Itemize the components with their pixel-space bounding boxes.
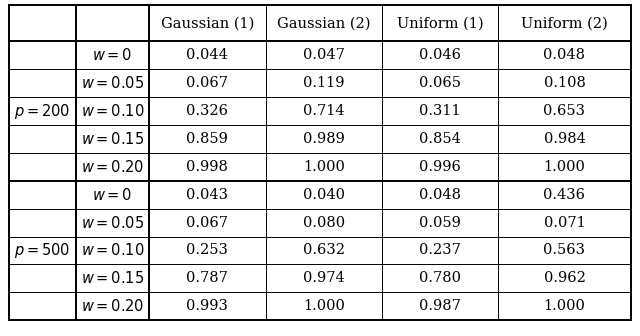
Text: 0.047: 0.047	[303, 48, 345, 62]
Text: 0.436: 0.436	[543, 188, 586, 202]
Text: 0.080: 0.080	[303, 216, 345, 229]
Text: 0.071: 0.071	[543, 216, 586, 229]
Text: $w = 0.15$: $w = 0.15$	[81, 131, 144, 147]
Text: 0.653: 0.653	[543, 104, 586, 118]
Text: $p = 500$: $p = 500$	[14, 241, 70, 260]
Text: Gaussian (2): Gaussian (2)	[277, 16, 371, 30]
Text: 1.000: 1.000	[543, 299, 586, 313]
Text: $w = 0.05$: $w = 0.05$	[81, 215, 144, 230]
Text: 0.108: 0.108	[543, 76, 586, 90]
Text: 0.989: 0.989	[303, 132, 345, 146]
Text: 0.311: 0.311	[419, 104, 461, 118]
Text: 0.040: 0.040	[303, 188, 345, 202]
Text: $w = 0$: $w = 0$	[92, 47, 132, 63]
Text: 0.996: 0.996	[419, 160, 461, 174]
Text: 0.984: 0.984	[543, 132, 586, 146]
Text: $p = 200$: $p = 200$	[14, 101, 70, 121]
Text: 0.859: 0.859	[186, 132, 228, 146]
Text: 0.974: 0.974	[303, 271, 345, 285]
Text: 0.787: 0.787	[186, 271, 228, 285]
Text: 0.048: 0.048	[419, 188, 461, 202]
Text: 0.962: 0.962	[543, 271, 586, 285]
Text: Gaussian (1): Gaussian (1)	[161, 16, 254, 30]
Text: 0.067: 0.067	[186, 216, 228, 229]
Text: $w = 0.05$: $w = 0.05$	[81, 75, 144, 91]
Text: 0.237: 0.237	[419, 244, 461, 257]
Text: 0.854: 0.854	[419, 132, 461, 146]
Text: Uniform (2): Uniform (2)	[521, 16, 608, 30]
Text: 0.632: 0.632	[303, 244, 345, 257]
Text: 0.714: 0.714	[303, 104, 345, 118]
Text: 0.119: 0.119	[303, 76, 344, 90]
Text: 0.780: 0.780	[419, 271, 461, 285]
Text: 0.048: 0.048	[543, 48, 586, 62]
Text: 0.065: 0.065	[419, 76, 461, 90]
Text: 0.993: 0.993	[186, 299, 228, 313]
Text: 1.000: 1.000	[303, 160, 345, 174]
Text: $w = 0.10$: $w = 0.10$	[81, 103, 144, 119]
Text: 0.059: 0.059	[419, 216, 461, 229]
Text: $w = 0.20$: $w = 0.20$	[81, 298, 144, 314]
Text: 1.000: 1.000	[543, 160, 586, 174]
Text: 0.987: 0.987	[419, 299, 461, 313]
Text: 0.998: 0.998	[186, 160, 228, 174]
Text: $w = 0.10$: $w = 0.10$	[81, 243, 144, 258]
Text: Uniform (1): Uniform (1)	[397, 16, 483, 30]
Text: 0.044: 0.044	[186, 48, 228, 62]
Text: $w = 0.15$: $w = 0.15$	[81, 270, 144, 286]
Text: $w = 0.20$: $w = 0.20$	[81, 159, 144, 175]
Text: 0.067: 0.067	[186, 76, 228, 90]
Text: 1.000: 1.000	[303, 299, 345, 313]
Text: 0.326: 0.326	[186, 104, 228, 118]
Text: $w = 0$: $w = 0$	[92, 187, 132, 203]
Text: 0.043: 0.043	[186, 188, 228, 202]
Text: 0.563: 0.563	[543, 244, 586, 257]
Text: 0.046: 0.046	[419, 48, 461, 62]
Text: 0.253: 0.253	[186, 244, 228, 257]
